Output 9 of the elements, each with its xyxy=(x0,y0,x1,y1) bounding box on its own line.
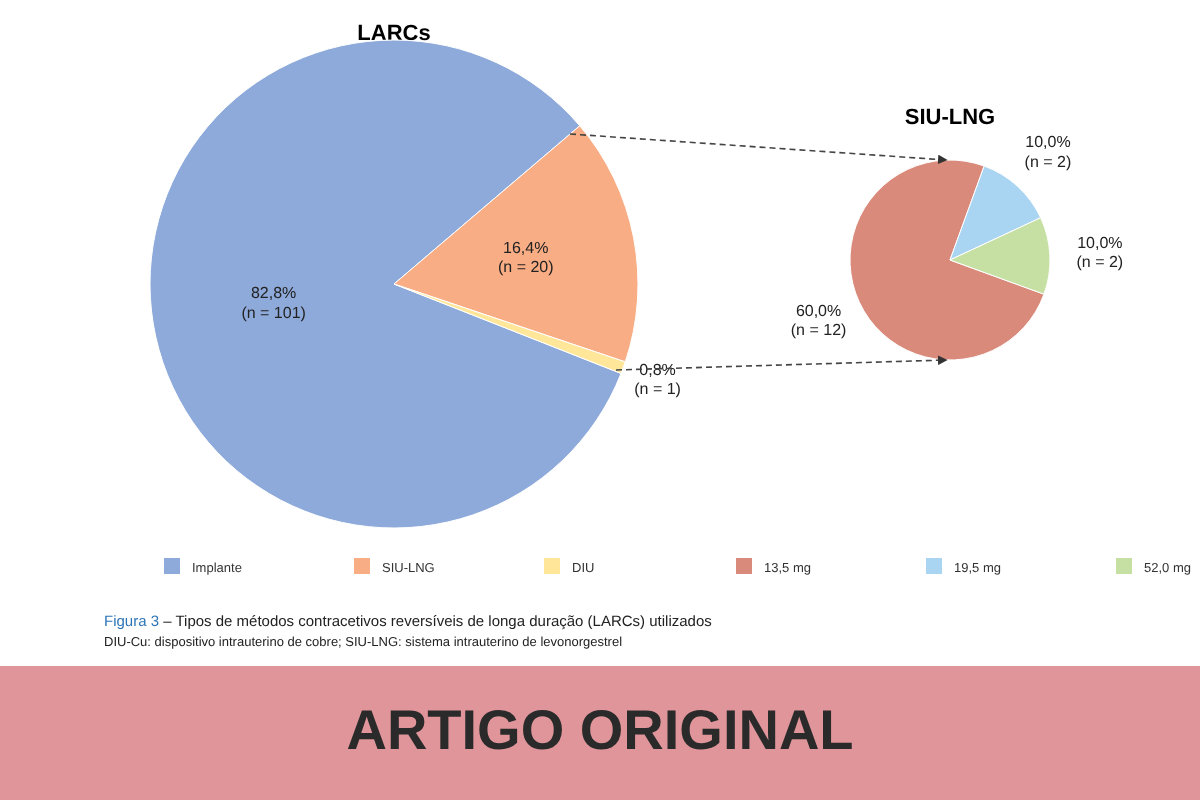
text: ARTIGO ORIGINAL xyxy=(346,698,854,761)
data-label: 10,0% (n = 2) xyxy=(1024,133,1072,171)
data-label: 82,8% (n = 101) xyxy=(241,284,307,322)
data-label: 10,0% (n = 2) xyxy=(1076,234,1124,272)
chart-title: SIU-LNG xyxy=(904,106,996,130)
data-label: 60,0% (n = 12) xyxy=(790,301,848,340)
data-label: 16,4% (n = 20) xyxy=(497,239,555,277)
pie-slice xyxy=(849,159,1045,361)
chart-title: LARCs xyxy=(357,22,431,46)
